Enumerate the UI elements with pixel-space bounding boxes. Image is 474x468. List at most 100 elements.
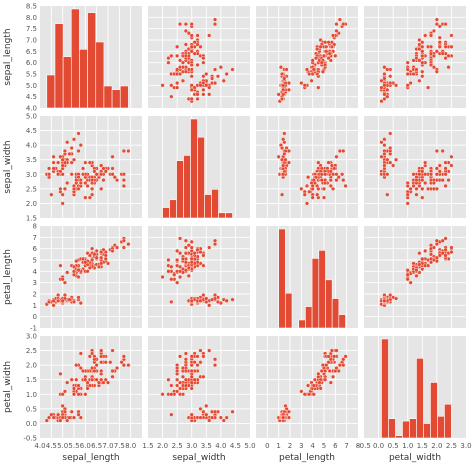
scatter-point — [323, 62, 328, 68]
scatter-point — [177, 354, 183, 359]
scatter-point — [437, 253, 442, 258]
scatter-point — [183, 245, 188, 250]
x-axis-label: petal_length — [279, 453, 335, 463]
scatter-point — [76, 148, 81, 154]
ytick-label: -0.5 — [23, 435, 37, 443]
scatter-point — [417, 183, 422, 189]
histogram-bar — [395, 435, 403, 439]
scatter-point — [382, 83, 387, 88]
scatter-point — [428, 256, 434, 261]
scatter-point — [434, 255, 439, 260]
scatter-point — [62, 160, 68, 165]
panel-background — [148, 226, 250, 328]
scatter-point — [321, 195, 327, 200]
scatter-point — [80, 256, 86, 261]
scatter-point — [207, 348, 212, 353]
scatter-point — [423, 180, 428, 186]
scatter-point — [121, 354, 126, 359]
scatter-point — [431, 186, 437, 191]
histogram-bar — [305, 306, 313, 329]
scatter-point — [437, 24, 442, 29]
scatter-point — [189, 239, 194, 244]
xtick-label: 0.0 — [373, 442, 384, 450]
scatter-point — [388, 160, 393, 165]
histogram-bar — [103, 85, 113, 109]
scatter-point — [326, 160, 331, 165]
scatter-point — [324, 49, 329, 54]
scatter-point — [90, 186, 95, 191]
scatter-point — [276, 154, 281, 159]
scatter-point — [443, 22, 448, 27]
scatter-point — [183, 377, 188, 382]
scatter-point — [382, 76, 387, 81]
scatter-point — [62, 186, 68, 191]
scatter-point — [80, 166, 86, 171]
histogram-bar — [176, 160, 184, 219]
scatter-point — [382, 96, 387, 102]
scatter-point — [103, 360, 108, 365]
scatter-point — [49, 412, 54, 417]
scatter-point — [160, 274, 165, 280]
histogram-bar — [54, 23, 64, 109]
scatter-point — [434, 242, 439, 247]
scatter-point — [224, 71, 229, 77]
scatter-point — [279, 192, 285, 197]
scatter-point — [443, 236, 448, 241]
histogram-bar — [402, 420, 410, 439]
ytick-label: 4 — [33, 268, 38, 276]
scatter-point — [80, 172, 86, 177]
scatter-point — [278, 65, 284, 70]
panel-petal_length-vs-petal_width — [364, 226, 466, 328]
scatter-point — [443, 253, 448, 258]
panel-sepal_width-vs-sepal_length — [40, 116, 142, 218]
scatter-point — [195, 92, 200, 97]
scatter-point — [60, 392, 65, 397]
scatter-point — [343, 183, 348, 189]
scatter-point — [186, 31, 191, 36]
scatter-point — [160, 83, 165, 88]
scatter-point — [183, 383, 188, 388]
scatter-point — [110, 248, 115, 254]
scatter-point — [334, 365, 339, 371]
scatter-point — [434, 22, 439, 27]
ytick-label: 1.0 — [26, 391, 37, 399]
scatter-point — [449, 245, 454, 250]
histogram-bar — [325, 279, 333, 329]
scatter-point — [83, 160, 88, 165]
scatter-point — [175, 280, 180, 285]
scatter-point — [166, 257, 171, 263]
scatter-point — [385, 157, 390, 162]
scatter-point — [175, 44, 180, 49]
histogram-bar — [388, 418, 396, 439]
scatter-point — [189, 22, 194, 27]
scatter-point — [212, 357, 218, 362]
scatter-point — [414, 56, 419, 61]
scatter-point — [110, 166, 115, 171]
scatter-point — [94, 377, 99, 382]
scatter-point — [46, 172, 52, 177]
scatter-point — [83, 195, 88, 200]
scatter-point — [417, 78, 422, 83]
scatter-point — [177, 58, 183, 63]
scatter-point — [324, 363, 329, 368]
ytick-label: 3.5 — [26, 156, 37, 164]
scatter-point — [311, 178, 316, 183]
scatter-point — [183, 357, 188, 362]
scatter-point — [201, 74, 206, 79]
scatter-point — [318, 44, 323, 49]
scatter-point — [76, 274, 81, 280]
scatter-point — [60, 157, 65, 162]
ytick-label: 2 — [33, 291, 37, 299]
scatter-point — [169, 53, 174, 58]
scatter-point — [96, 380, 102, 385]
scatter-point — [114, 178, 120, 183]
ytick-label: 4.0 — [26, 105, 37, 113]
scatter-point — [76, 268, 81, 273]
scatter-point — [428, 33, 434, 38]
ytick-label: 0.0 — [26, 420, 37, 428]
scatter-point — [198, 415, 203, 420]
scatter-point — [414, 178, 419, 183]
scatter-point — [46, 299, 52, 305]
scatter-point — [183, 22, 188, 27]
scatter-point — [221, 78, 226, 83]
